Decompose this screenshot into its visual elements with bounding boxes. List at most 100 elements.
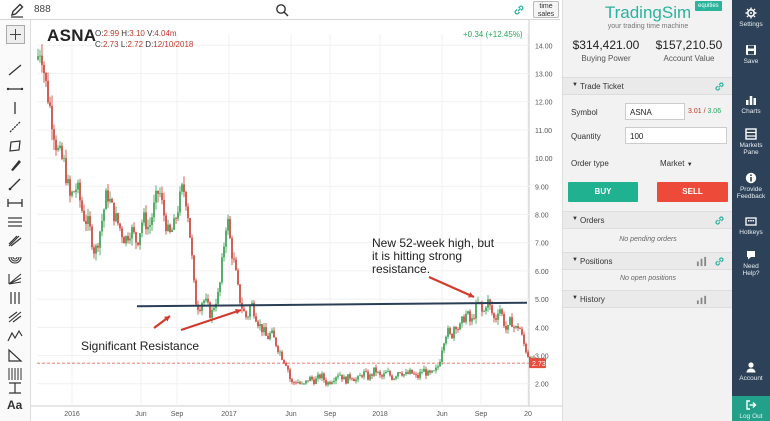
symbol-search-input[interactable]: 888 <box>34 4 51 15</box>
orders-header[interactable]: ▼ Orders <box>563 211 733 229</box>
candle-body <box>267 335 269 340</box>
high-annotation-line3: resistance. <box>372 262 431 276</box>
crosshair-tool[interactable] <box>6 25 25 44</box>
candle-body <box>365 371 367 373</box>
candle-body <box>281 351 283 360</box>
candle-body <box>109 198 111 202</box>
history-header[interactable]: ▼ History <box>563 290 733 308</box>
nav-save[interactable]: Save <box>732 44 770 65</box>
sell-button[interactable]: SELL <box>657 182 728 202</box>
candle-body <box>173 218 175 230</box>
chart-canvas[interactable]: 2.73 14.00 13.00 12.00 11.00 10.00 9.00 8.00 7.… <box>31 20 562 421</box>
candle-body <box>159 193 161 194</box>
candle-body <box>403 374 405 376</box>
candle-body <box>511 317 513 327</box>
candle-body <box>391 375 393 380</box>
y-tick-label: 5.00 <box>535 297 549 304</box>
resistance-line[interactable] <box>136 301 528 308</box>
nav-markets-pane[interactable]: Markets Pane <box>732 128 770 156</box>
candle-body <box>191 237 193 256</box>
link-icon[interactable] <box>513 4 525 16</box>
candle-body <box>197 304 199 310</box>
candle-body <box>327 382 329 385</box>
candle-body <box>451 333 453 339</box>
ray-tool[interactable] <box>6 120 24 134</box>
candle-body <box>185 192 187 207</box>
search-icon[interactable] <box>275 3 289 17</box>
nav-logout[interactable]: Log Out <box>732 396 770 421</box>
candle-body <box>495 318 497 320</box>
candle-body <box>467 311 469 314</box>
candle-body <box>229 218 231 239</box>
cycle-lines-tool[interactable] <box>6 367 24 381</box>
positions-header[interactable]: ▼ Positions <box>563 252 733 270</box>
elliott-wave-tool[interactable] <box>6 329 24 343</box>
triangle-tool[interactable] <box>6 348 24 362</box>
nav-account[interactable]: Account <box>732 361 770 382</box>
time-sales-button[interactable]: time sales <box>533 1 559 18</box>
parallel-channel-tool[interactable] <box>6 215 24 229</box>
bar-chart-icon[interactable] <box>696 294 707 305</box>
measure-tool[interactable] <box>6 196 24 210</box>
price-chart[interactable]: 2.73 14.00 13.00 12.00 11.00 10.00 9.00 8.00 7.… <box>31 20 562 421</box>
nav-settings[interactable]: Settings <box>732 7 770 28</box>
shape-tool[interactable] <box>6 139 24 153</box>
link-icon[interactable] <box>714 81 725 92</box>
candle-body <box>69 179 71 196</box>
trade-ticket-header[interactable]: ▼ Trade Ticket <box>563 77 733 95</box>
candle-body <box>465 313 467 323</box>
fibonacci-time-tool[interactable] <box>6 291 24 305</box>
candle-body <box>505 325 507 330</box>
nav-hotkeys[interactable]: Hotkeys <box>732 215 770 236</box>
date-value: 12/10/2018 <box>153 40 194 49</box>
y-tick-label: 11.00 <box>535 128 552 135</box>
candle-body <box>305 380 307 384</box>
resistance-arrow-right <box>180 308 242 332</box>
regression-tool[interactable] <box>6 381 24 395</box>
candle-body <box>313 379 315 385</box>
pencil-icon[interactable] <box>9 2 25 18</box>
account-value-label: Account Value <box>663 54 715 63</box>
candle-body <box>321 373 323 379</box>
arrow-tool[interactable] <box>6 177 24 191</box>
candle-body <box>333 380 335 383</box>
buying-power-value: $314,421.00 <box>572 38 640 52</box>
candle-body <box>71 191 73 196</box>
nav-charts[interactable]: Charts <box>732 94 770 115</box>
link-icon[interactable] <box>714 215 725 226</box>
symbol-field[interactable]: ASNA <box>625 103 685 120</box>
brush-tool[interactable] <box>6 158 24 172</box>
nav-need-help[interactable]: Need Help? <box>732 249 770 277</box>
y-tick-label: 6.00 <box>535 269 549 276</box>
info-icon <box>745 172 757 184</box>
nav-feedback-label-1: Provide <box>739 186 763 193</box>
gann-tool[interactable] <box>6 310 24 324</box>
candle-body <box>285 362 287 366</box>
link-icon[interactable] <box>714 256 725 267</box>
candle-body <box>449 328 451 334</box>
order-type-value: Market <box>660 159 685 168</box>
candle-body <box>133 227 135 233</box>
bar-chart-icon[interactable] <box>696 256 707 267</box>
vertical-line-tool[interactable] <box>6 101 24 115</box>
candle-body <box>397 372 399 377</box>
fibonacci-arc-tool[interactable] <box>6 253 24 267</box>
nav-provide-feedback[interactable]: Provide Feedback <box>732 172 770 200</box>
quantity-field[interactable]: 100 <box>625 127 727 144</box>
order-type-select[interactable]: Market ▼ <box>660 159 693 168</box>
horizontal-line-tool[interactable] <box>6 82 24 96</box>
candle-body <box>125 236 127 244</box>
text-tool[interactable]: Aa <box>7 398 23 412</box>
trend-line-tool[interactable] <box>6 63 24 77</box>
open-value: 2.99 <box>103 29 120 38</box>
candle-body <box>193 255 195 281</box>
candle-body <box>147 226 149 230</box>
brand-logo: TradingSim <box>604 3 692 22</box>
candle-body <box>141 222 143 234</box>
candle-body <box>325 380 327 385</box>
pitchfork-tool[interactable] <box>6 234 24 248</box>
volume-label: V: <box>147 29 155 38</box>
buy-button[interactable]: BUY <box>568 182 638 202</box>
time-sales-line1: time <box>539 3 553 10</box>
fibonacci-fan-tool[interactable] <box>6 272 24 286</box>
